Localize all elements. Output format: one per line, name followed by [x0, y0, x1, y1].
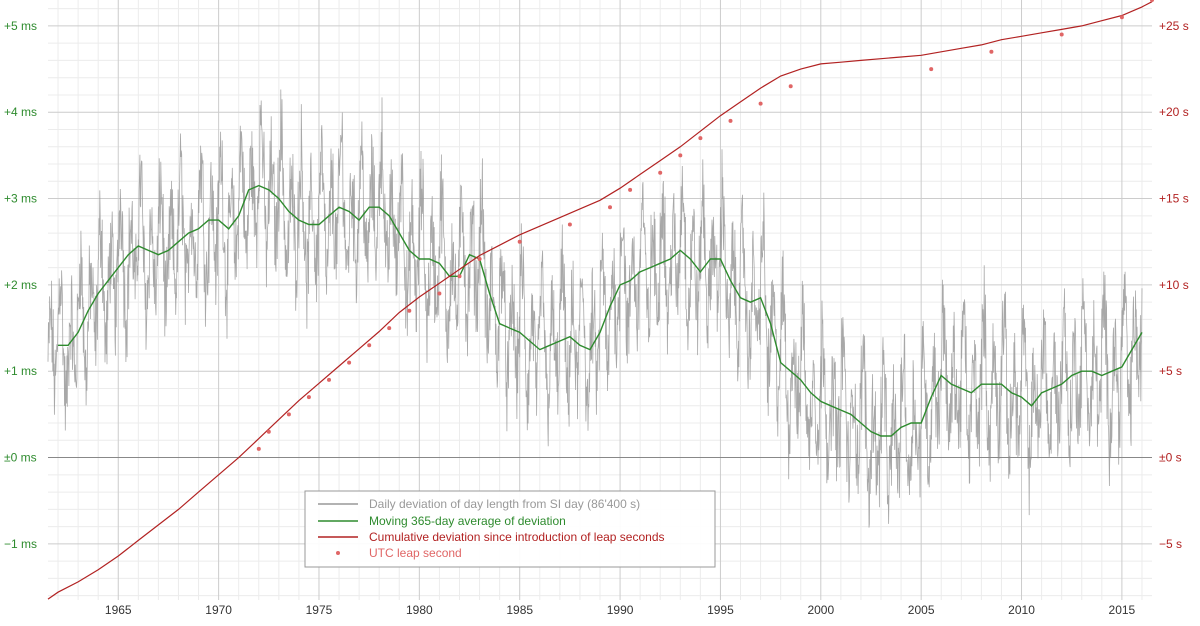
x-tick-label: 1980: [406, 603, 433, 617]
cumulative-deviation-line: [47, 1, 1153, 600]
leap-second-marker: [327, 377, 331, 382]
leap-second-marker: [758, 101, 763, 106]
leap-second-marker: [1119, 15, 1124, 20]
x-tick-label: 1985: [506, 603, 533, 617]
left-tick-label: −1 ms: [4, 537, 37, 551]
x-tick-label: 1975: [306, 603, 333, 617]
leap-second-marker: [387, 326, 392, 331]
legend-label-leap: UTC leap second: [369, 546, 462, 560]
x-tick-label: 2000: [807, 603, 834, 617]
leap-second-marker: [678, 153, 683, 158]
right-tick-label: ±0 s: [1159, 451, 1182, 465]
leap-second-marker: [256, 446, 261, 451]
leap-second-marker: [517, 239, 522, 244]
daily-deviation-series: [47, 89, 1143, 528]
left-tick-label: +3 ms: [4, 192, 37, 206]
legend-box: [304, 490, 716, 568]
left-tick-label: +1 ms: [4, 364, 37, 378]
right-tick-label: +10 s: [1159, 278, 1189, 292]
x-tick-label: 1970: [205, 603, 232, 617]
leap-second-marker: [989, 49, 994, 54]
legend-label-average: Moving 365-day average of deviation: [369, 514, 566, 528]
moving-average-line: [58, 184, 1143, 437]
leap-second-marker: [567, 222, 572, 227]
leap-second-marker: [367, 343, 372, 348]
x-tick-label: 2015: [1109, 603, 1136, 617]
moving-average-series: [58, 184, 1143, 437]
daily-deviation-line: [47, 89, 1143, 528]
x-tick-label: 1995: [707, 603, 734, 617]
leap-second-marker: [1059, 32, 1064, 37]
right-tick-label: +15 s: [1159, 192, 1189, 206]
leap-second-marker: [728, 118, 733, 123]
leap-second-marker: [266, 429, 271, 434]
left-tick-label: +4 ms: [4, 105, 37, 119]
right-tick-label: +20 s: [1159, 105, 1189, 119]
legend: Daily deviation of day length from SI da…: [304, 490, 716, 568]
leap-second-marker: [788, 84, 793, 89]
right-tick-label: −5 s: [1159, 537, 1182, 551]
leap-second-marker: [437, 291, 442, 296]
legend-marker-leap: [336, 551, 340, 555]
leap-second-marker: [306, 395, 311, 400]
x-tick-label: 1990: [607, 603, 634, 617]
leap-second-markers: [256, 0, 1154, 451]
leap-second-marker: [347, 360, 352, 365]
x-axis-ticks: 1965 1970 1975 1980 1985 1990 1995 2000 2005 2010…: [105, 603, 1136, 617]
x-tick-label: 2005: [908, 603, 935, 617]
legend-label-cumulative: Cumulative deviation since introduction …: [369, 530, 665, 544]
leap-second-marker: [608, 205, 612, 210]
leap-second-marker: [658, 170, 663, 175]
left-axis-ticks: −1 ms ±0 ms +1 ms +2 ms +3 ms +4 ms +5 ms: [4, 19, 37, 551]
right-tick-label: +5 s: [1159, 364, 1182, 378]
legend-label-daily: Daily deviation of day length from SI da…: [369, 497, 640, 511]
cumulative-deviation-series: [47, 1, 1153, 600]
left-tick-label: +5 ms: [4, 19, 37, 33]
left-tick-label: +2 ms: [4, 278, 37, 292]
leap-second-marker: [698, 136, 703, 141]
leap-second-marker: [407, 308, 412, 313]
right-axis-ticks: −5 s ±0 s +5 s +10 s +15 s +20 s +25 s: [1159, 19, 1189, 551]
leap-second-marker: [477, 257, 482, 261]
leap-second-marker: [929, 67, 934, 72]
right-tick-label: +25 s: [1159, 19, 1189, 33]
leap-second-marker: [1150, 0, 1154, 2]
leap-second-marker: [286, 412, 291, 417]
leap-second-marker: [628, 187, 633, 192]
left-tick-label: ±0 ms: [4, 451, 37, 465]
x-tick-label: 2010: [1008, 603, 1035, 617]
leap-second-marker: [457, 274, 462, 279]
x-tick-label: 1965: [105, 603, 132, 617]
